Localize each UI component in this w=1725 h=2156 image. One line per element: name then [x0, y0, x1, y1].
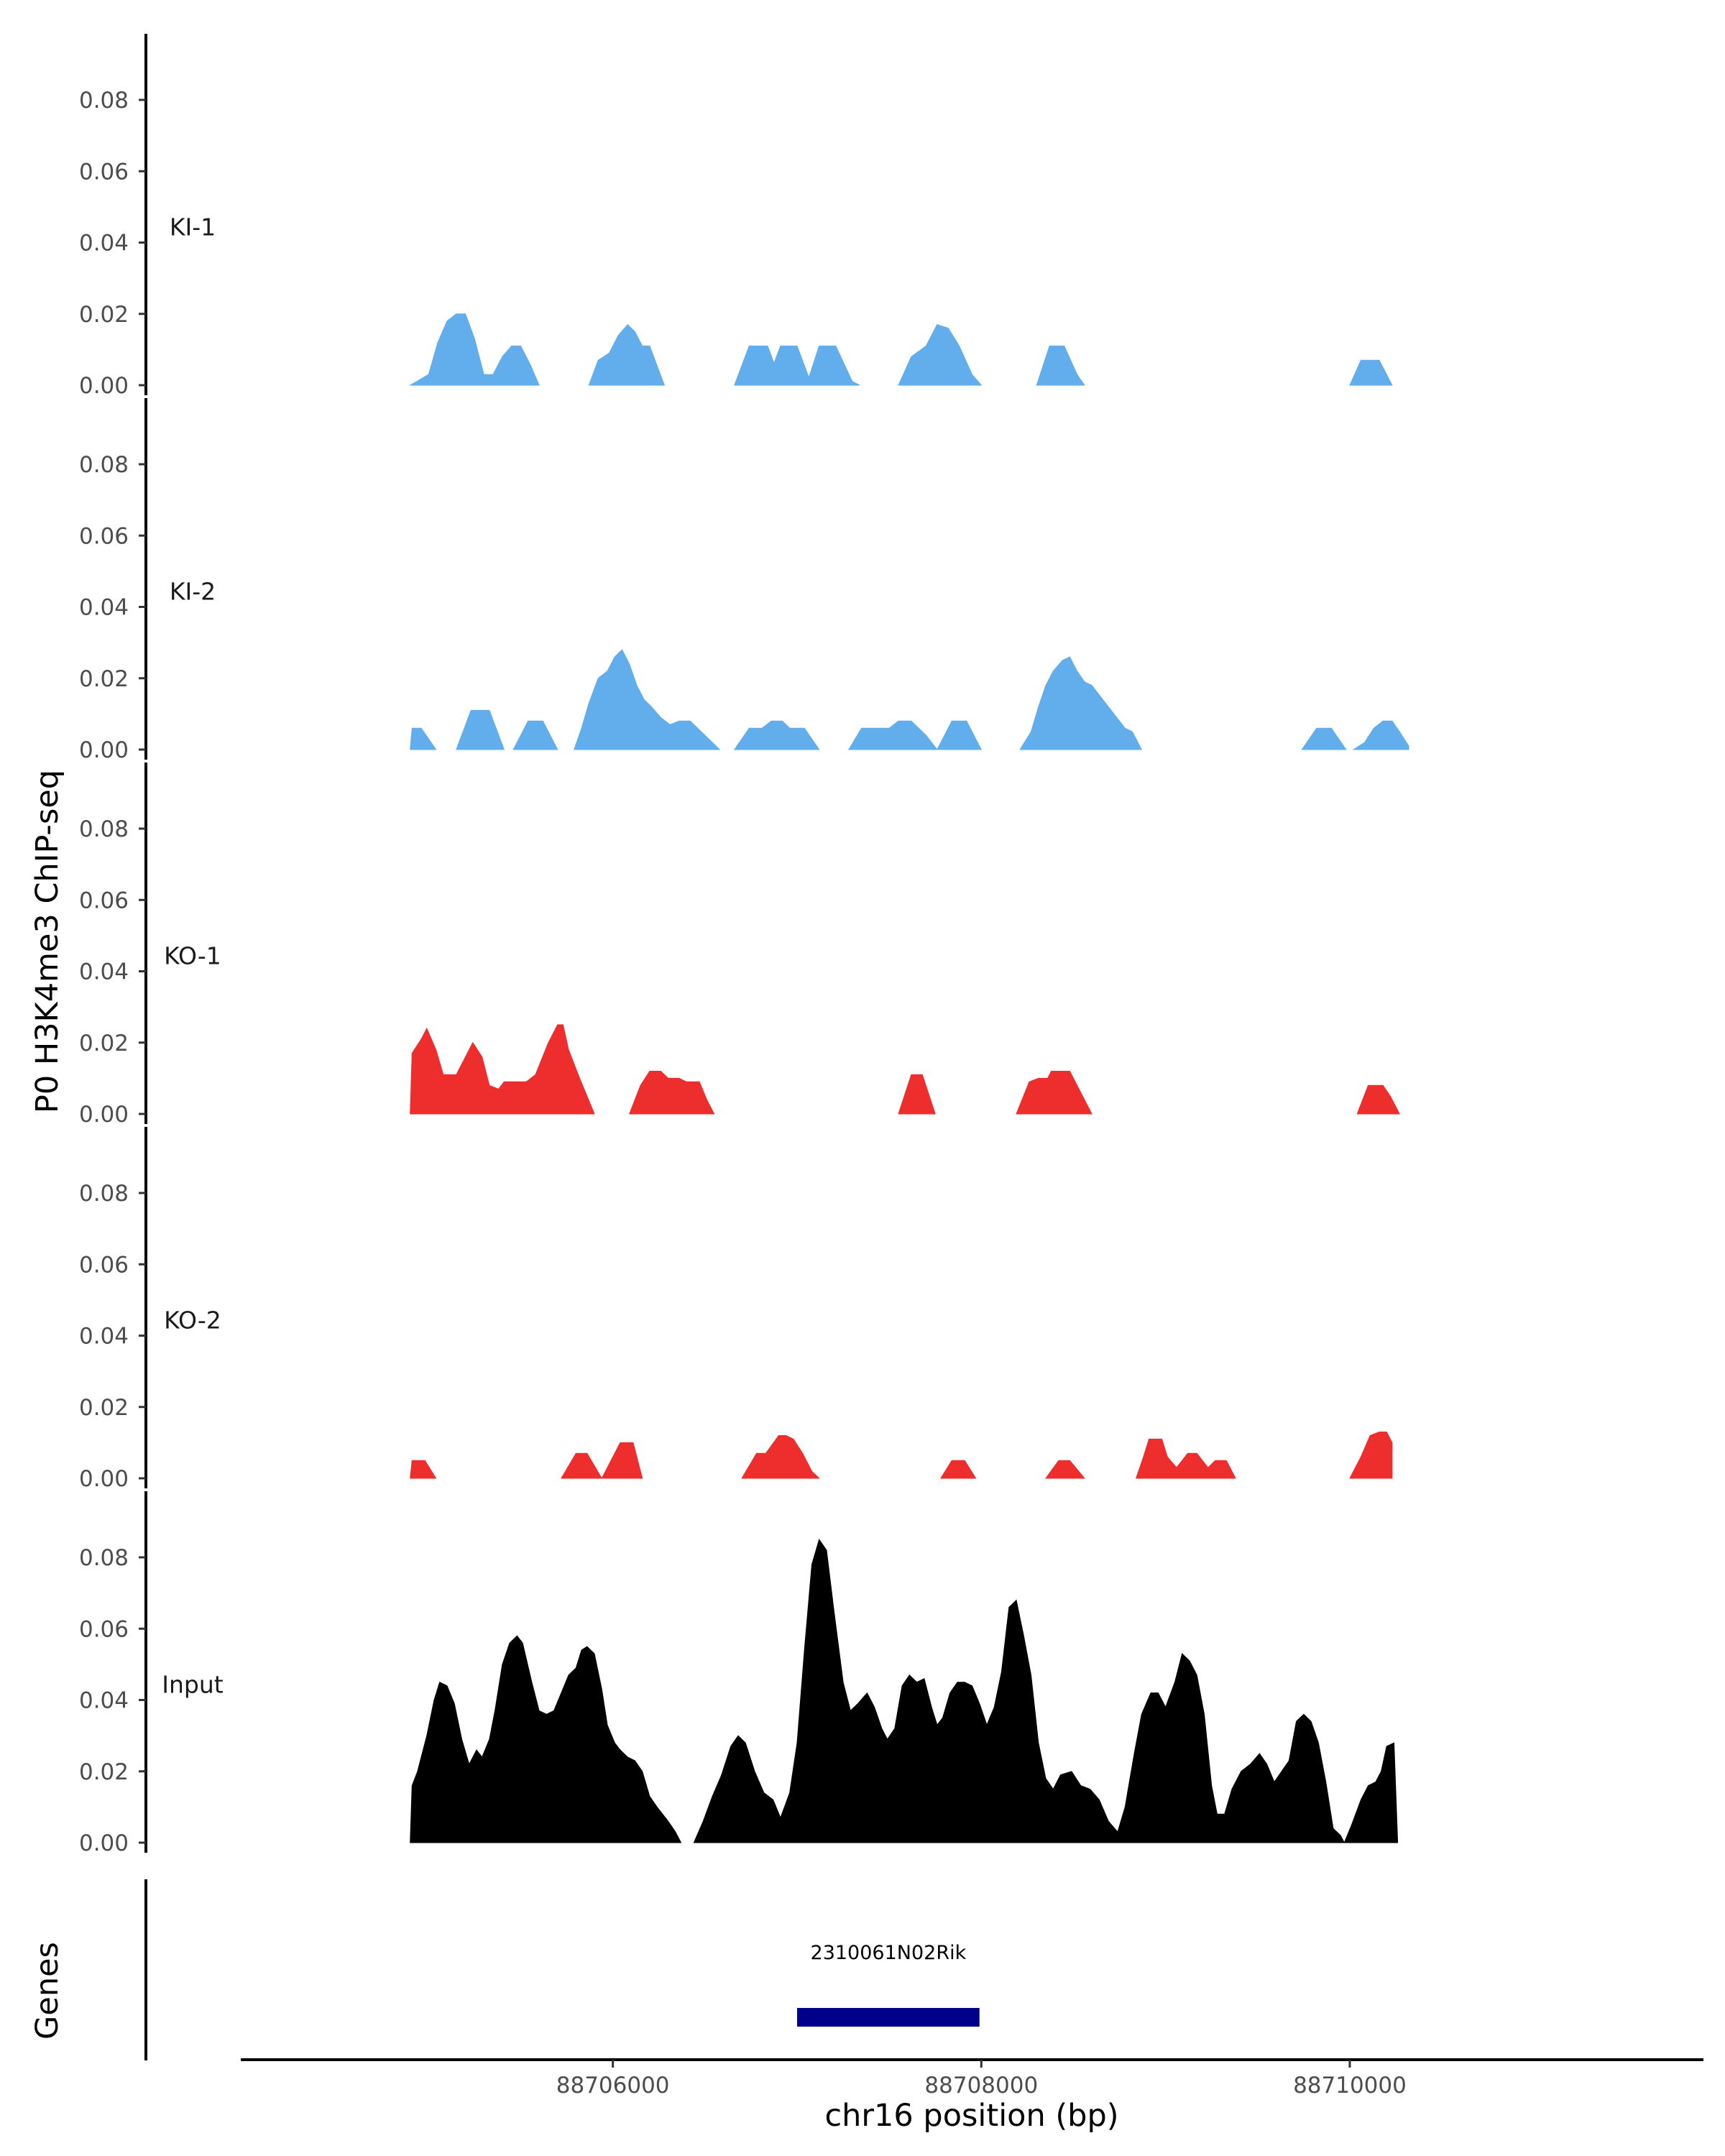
track-label: KI-1: [170, 213, 216, 241]
signal-area: [1135, 1438, 1236, 1479]
signal-area: [1352, 720, 1409, 750]
signal-area: [588, 323, 666, 386]
signal-area: [940, 1460, 977, 1479]
y-axis-title: P0 H3K4me3 ChIP-seq: [29, 770, 65, 1113]
y-tick-label: 0.00: [79, 737, 129, 763]
y-tick-label: 0.08: [79, 1545, 129, 1571]
y-tick-label: 0.06: [79, 1252, 129, 1278]
y-tick-label: 0.06: [79, 1616, 129, 1642]
track-panel-input: 0.00 0.02 0.04 0.06 0.08 Input: [79, 1491, 1399, 1856]
y-tick-label: 0.08: [79, 816, 129, 842]
genes-panel: 2310061N02Rik: [144, 1879, 980, 2060]
track-panel-ki-2: 0.00 0.02 0.04 0.06 0.08 KI-2: [79, 398, 1409, 763]
y-tick-label: 0.04: [79, 595, 129, 621]
y-tick-label: 0.04: [79, 1324, 129, 1350]
gene-body: [796, 2008, 980, 2027]
signal-area: [512, 720, 558, 750]
signal-area: [1301, 727, 1347, 750]
track-panel-ko-2: 0.00 0.02 0.04 0.06 0.08 KO-2: [79, 1127, 1393, 1492]
signal-area: [408, 313, 540, 386]
y-tick-label: 0.02: [79, 1395, 129, 1421]
y-tick-label: 0.06: [79, 888, 129, 913]
x-tick-label: 88708000: [924, 2073, 1038, 2099]
signal-area: [741, 1435, 820, 1479]
y-tick-label: 0.00: [79, 1466, 129, 1492]
signal-area: [1356, 1084, 1401, 1115]
signal-area: [1045, 1460, 1085, 1479]
signal-area: [898, 323, 983, 386]
signal-area: [1349, 359, 1393, 386]
signal-area: [847, 720, 938, 750]
signal-area: [1349, 1432, 1393, 1479]
signal-area: [1016, 1071, 1092, 1115]
signal-area: [410, 1460, 437, 1479]
signal-area: [410, 1635, 682, 1843]
signal-area: [601, 1442, 643, 1479]
track-panel-ko-1: 0.00 0.02 0.04 0.06 0.08 KO-1: [79, 763, 1401, 1128]
track-label: KO-1: [164, 942, 221, 970]
gene-label: 2310061N02Rik: [811, 1942, 967, 1964]
y-tick-label: 0.06: [79, 523, 129, 549]
y-tick-label: 0.00: [79, 1102, 129, 1128]
y-tick-label: 0.08: [79, 88, 129, 114]
signal-area: [410, 1024, 595, 1115]
signal-area: [1343, 1742, 1399, 1843]
y-tick-label: 0.02: [79, 1759, 129, 1785]
genes-track-title: Genes: [29, 1942, 65, 2040]
signal-area: [561, 1452, 603, 1479]
y-tick-label: 0.08: [79, 1181, 129, 1207]
x-tick-label: 88710000: [1293, 2073, 1407, 2099]
signal-area: [1036, 345, 1085, 386]
signal-area: [628, 1071, 715, 1115]
x-axis-title: chr16 position (bp): [824, 2098, 1118, 2134]
track-label: KI-2: [170, 578, 216, 606]
track-label: KO-2: [164, 1307, 221, 1335]
y-tick-label: 0.00: [79, 1830, 129, 1856]
signal-area: [410, 727, 437, 750]
y-tick-label: 0.04: [79, 231, 129, 257]
signal-area: [765, 345, 813, 386]
signal-area: [574, 649, 721, 750]
track-label: Input: [162, 1671, 224, 1699]
signal-area: [806, 345, 860, 386]
signal-area: [693, 1539, 1346, 1843]
x-tick-label: 88706000: [556, 2073, 670, 2099]
y-tick-label: 0.04: [79, 1688, 129, 1714]
signal-area: [733, 720, 820, 750]
y-tick-label: 0.02: [79, 1031, 129, 1056]
y-tick-label: 0.06: [79, 159, 129, 185]
y-tick-label: 0.04: [79, 959, 129, 985]
track-panel-ki-1: 0.00 0.02 0.04 0.06 0.08 KI-1: [79, 34, 1393, 399]
y-tick-label: 0.00: [79, 373, 129, 399]
y-tick-label: 0.02: [79, 302, 129, 328]
signal-area: [936, 720, 983, 750]
signal-tracks: 0.00 0.02 0.04 0.06 0.08 KI-1 0.00 0.02 0.04 0.06…: [79, 34, 1409, 1856]
x-axis: 88706000 88708000 88710000: [241, 2058, 1703, 2099]
signal-area: [456, 709, 505, 750]
y-tick-label: 0.08: [79, 452, 129, 478]
signal-area: [1019, 656, 1143, 750]
signal-area: [898, 1074, 936, 1115]
y-tick-label: 0.02: [79, 666, 129, 692]
